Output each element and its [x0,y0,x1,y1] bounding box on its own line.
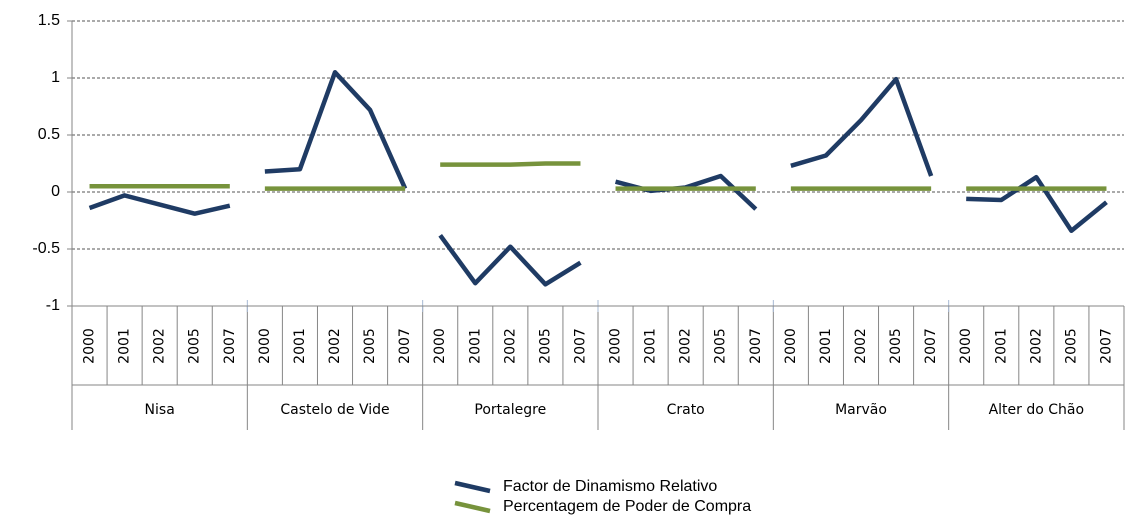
x-tick-label: 2000 [958,328,974,364]
x-tick-label: 2001 [993,328,1009,364]
x-tick-label: 2002 [152,328,168,364]
x-tick-label: 2001 [117,328,133,364]
series-line [440,161,581,167]
group-label: Alter do Chão [989,402,1084,418]
series-line [88,193,231,216]
x-tick-label: 2005 [362,328,378,364]
x-tick-label: 2007 [572,328,588,364]
x-tick-label: 2005 [537,328,553,364]
x-tick-label: 2000 [608,328,624,364]
legend-label: Percentagem de Poder de Compra [503,498,751,515]
y-tick-label: -1 [46,297,60,314]
y-tick-label: 1 [51,69,60,86]
legend-swatch [454,500,491,514]
x-tick-label: 2002 [853,328,869,364]
legend-swatch [454,480,491,494]
series-line [790,76,934,177]
x-tick-label: 2007 [222,328,238,364]
group-label: Castelo de Vide [280,402,389,418]
x-tick-label: 2000 [783,328,799,364]
series-line [438,233,582,287]
x-tick-label: 2007 [397,328,413,364]
x-tick-label: 2002 [327,328,343,364]
group-label: Crato [667,402,705,418]
x-tick-label: 2000 [257,328,273,364]
series-line [264,70,408,190]
x-tick-label: 2002 [678,328,694,364]
x-tick-label: 2000 [82,328,98,364]
x-tick-label: 2001 [467,328,483,364]
x-tick-label: 2005 [1063,328,1079,364]
y-tick-label: 1.5 [38,12,60,29]
series-line [614,173,758,211]
group-label: Nisa [145,402,175,418]
x-tick-label: 2001 [643,328,659,364]
x-tick-label: 2002 [502,328,518,364]
x-tick-label: 2002 [1028,328,1044,364]
series-line [966,174,1108,234]
group-label: Marvão [835,402,887,418]
x-tick-label: 2007 [1098,328,1114,364]
x-tick-label: 2001 [818,328,834,364]
y-tick-label: 0 [51,183,60,200]
legend-label: Factor de Dinamismo Relativo [503,478,717,495]
x-tick-label: 2000 [432,328,448,364]
y-tick-label: -0.5 [32,240,60,257]
x-tick-label: 2001 [292,328,308,364]
group-label: Portalegre [474,402,546,418]
y-tick-label: 0.5 [38,126,60,143]
x-tick-label: 2007 [748,328,764,364]
x-tick-label: 2005 [888,328,904,364]
x-tick-label: 2005 [713,328,729,364]
x-tick-label: 2007 [923,328,939,364]
x-tick-label: 2005 [187,328,203,364]
